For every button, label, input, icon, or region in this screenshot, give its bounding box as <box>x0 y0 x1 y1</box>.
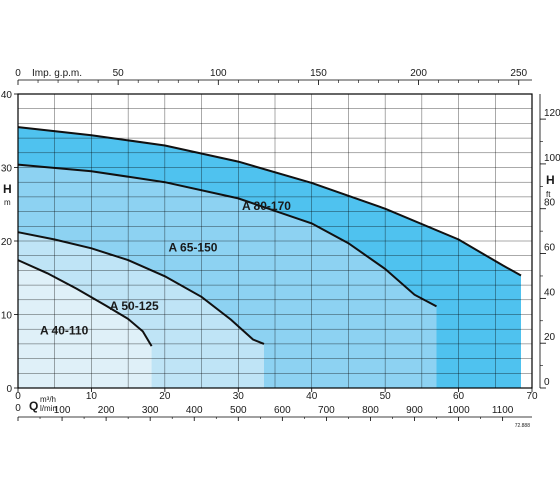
left-axis-tick-label: 10 <box>1 311 13 322</box>
curve-label-4: A 80-170 <box>242 199 291 213</box>
left-axis-label: H <box>3 182 12 196</box>
curve-line-1 <box>17 259 153 347</box>
bottom-axis-tick-label: 70 <box>526 391 538 402</box>
bottom-axis-tick-label: 10 <box>86 391 98 402</box>
right-axis-tick-label: 60 <box>544 243 556 254</box>
bottom-axis-tick-label: 20 <box>159 391 171 402</box>
lmin-axis-tick-label: 500 <box>230 405 247 416</box>
curve-label-2: A 50-125 <box>110 299 159 313</box>
grid-lines <box>18 94 532 388</box>
bottom-axis-unit-m3h: m³/h <box>40 395 56 404</box>
right-axis-unit: ft <box>546 190 551 199</box>
left-axis-tick-label: 20 <box>1 237 13 248</box>
bottom-axis-tick-label: 0 <box>15 391 21 402</box>
lmin-axis-tick-label: 300 <box>142 405 159 416</box>
reference-code: 72.888 <box>515 423 531 429</box>
right-axis-tick-label: 40 <box>544 287 556 298</box>
bottom-axis-unit-lmin: l/min <box>40 404 57 413</box>
bottom-axis-tick-label: 60 <box>453 391 465 402</box>
right-axis-label: H <box>546 173 555 187</box>
curve-labels: A 40-110 A 50-125 A 65-150 A 80-170 <box>40 199 291 337</box>
top-axis-label: Imp. g.p.m. <box>32 68 82 79</box>
pump-curves <box>17 126 522 388</box>
right-axis-tick-label: 0 <box>544 377 550 388</box>
left-axis-tick-label: 30 <box>1 164 13 175</box>
lmin-axis-tick-label: 0 <box>15 403 21 414</box>
bottom-axis-tick-label: 30 <box>233 391 245 402</box>
lmin-axis-tick-label: 900 <box>406 405 423 416</box>
lmin-axis-tick-label: 600 <box>274 405 291 416</box>
left-axis-tick-label: 0 <box>6 384 12 395</box>
top-axis-tick-label: 100 <box>210 68 227 79</box>
top-axis-tick-label: 50 <box>113 68 125 79</box>
top-axis-tick-label: 200 <box>410 68 427 79</box>
lmin-axis-tick-label: 800 <box>362 405 379 416</box>
left-axis-unit: m <box>4 198 11 207</box>
left-axis-tick-label: 40 <box>1 90 13 101</box>
lmin-axis-tick-label: 100 <box>54 405 71 416</box>
bottom-axis-tick-label: 50 <box>380 391 392 402</box>
curve-area-1 <box>18 260 152 388</box>
bottom-axis-tick-label: 40 <box>306 391 318 402</box>
lmin-axis-tick-label: 400 <box>186 405 203 416</box>
top-axis-tick-label: 150 <box>310 68 327 79</box>
top-axis-tick-label: 250 <box>510 68 527 79</box>
top-axis-tick-label: 0 <box>15 68 21 79</box>
right-axis-tick-label: 120 <box>544 108 560 119</box>
lmin-axis-tick-label: 700 <box>318 405 335 416</box>
right-axis-tick-label: 80 <box>544 198 556 209</box>
lmin-axis-tick-label: 200 <box>98 405 115 416</box>
bottom-axis-label: Q <box>29 399 38 413</box>
curve-label-3: A 65-150 <box>169 240 218 254</box>
lmin-axis-tick-label: 1100 <box>492 405 514 416</box>
right-axis-tick-label: 20 <box>544 332 556 343</box>
right-axis-tick-label: 100 <box>544 153 560 164</box>
lmin-axis-tick-label: 1000 <box>447 405 470 416</box>
curve-label-1: A 40-110 <box>40 323 89 337</box>
